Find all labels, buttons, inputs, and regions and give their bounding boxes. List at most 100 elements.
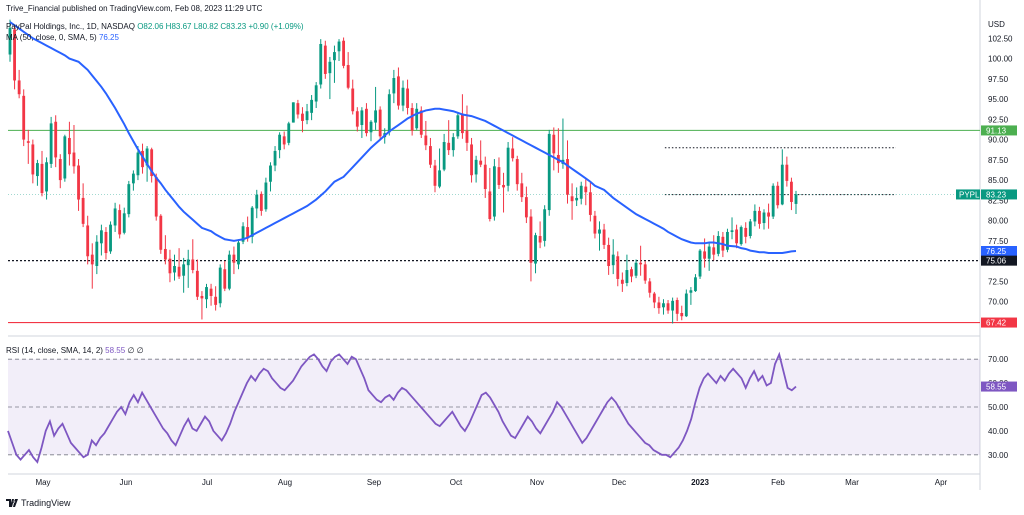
candle-body bbox=[163, 248, 167, 260]
candle-body bbox=[81, 197, 85, 224]
time-axis[interactable]: May Jun Jul Aug Sep Oct Nov Dec 2023 Feb Mar Apr bbox=[8, 473, 980, 487]
candle-body bbox=[456, 115, 460, 137]
rsi-tick-label: 50.00 bbox=[988, 403, 1009, 412]
candle-body bbox=[90, 254, 94, 265]
candle-body bbox=[648, 281, 652, 293]
candle-body bbox=[643, 264, 647, 281]
candle-body bbox=[250, 207, 254, 237]
candle-body bbox=[13, 29, 16, 81]
time-tick-label: Dec bbox=[612, 478, 626, 487]
candle-body bbox=[113, 208, 117, 226]
candle-body bbox=[465, 130, 469, 143]
candle-body bbox=[748, 221, 752, 237]
ma-tag-bg bbox=[981, 246, 1017, 256]
time-tick-label: Jun bbox=[120, 478, 133, 487]
rsi-value: 58.55 bbox=[105, 346, 126, 355]
price-tick-label: 100.00 bbox=[988, 55, 1013, 64]
candle-body bbox=[758, 210, 761, 224]
rsi-tick-label: 40.00 bbox=[988, 427, 1009, 436]
candle-body bbox=[86, 225, 90, 257]
candle-body bbox=[122, 213, 126, 233]
candle-body bbox=[776, 185, 780, 206]
candle-body bbox=[205, 287, 208, 300]
candle-body bbox=[141, 150, 144, 168]
publisher-line: Trive_Financial published on TradingView… bbox=[6, 4, 263, 13]
tradingview-brand[interactable]: TradingView bbox=[6, 498, 71, 508]
candle-body bbox=[58, 159, 62, 181]
price-pane[interactable]: USD70.0072.5075.0077.5080.0082.5085.0087… bbox=[8, 0, 1017, 490]
candle-body bbox=[543, 209, 547, 241]
rsi-legend[interactable]: RSI (14, close, SMA, 14, 2) 58.55 ∅ ∅ bbox=[6, 346, 144, 355]
candle-body bbox=[433, 165, 437, 186]
candle-body bbox=[310, 99, 314, 113]
candle-body bbox=[95, 241, 99, 266]
candle-body bbox=[31, 144, 35, 175]
candle-body bbox=[150, 149, 154, 177]
rsi-extra: ∅ ∅ bbox=[127, 346, 144, 355]
support-dotted-tag: 75.06 bbox=[986, 257, 1007, 266]
candle-body bbox=[369, 121, 373, 133]
support-dotted-tag-bg bbox=[981, 255, 1017, 266]
rsi-tick-label: 30.00 bbox=[988, 451, 1009, 460]
ma-label: MA (50, close, 0, SMA, 5) bbox=[6, 33, 97, 42]
candle-body bbox=[291, 102, 295, 123]
candle-body bbox=[675, 300, 679, 314]
symbol-legend[interactable]: PayPal Holdings, Inc., 1D, NASDAQ O82.06… bbox=[6, 22, 304, 31]
candle-body bbox=[598, 229, 601, 234]
resistance-tag: 91.13 bbox=[986, 126, 1007, 135]
time-tick-label: 2023 bbox=[691, 478, 709, 487]
time-tick-label: Jul bbox=[202, 478, 212, 487]
ma-value: 76.25 bbox=[98, 33, 119, 42]
candle-body bbox=[355, 111, 359, 127]
candle-body bbox=[406, 88, 409, 108]
candle-body bbox=[72, 152, 76, 167]
candle-body bbox=[99, 230, 103, 244]
candle-body bbox=[703, 251, 707, 259]
candle-body bbox=[40, 163, 44, 194]
ohlc-high: H83.67 bbox=[165, 22, 192, 31]
candle-body bbox=[506, 147, 510, 186]
candle-body bbox=[488, 191, 492, 219]
candle-body bbox=[301, 113, 304, 121]
candle-body bbox=[698, 250, 702, 277]
price-tick-label: 87.50 bbox=[988, 156, 1009, 165]
candle-body bbox=[534, 235, 537, 264]
candle-body bbox=[26, 141, 30, 143]
time-tick-label: Feb bbox=[771, 478, 785, 487]
candle-body bbox=[460, 113, 464, 134]
candle-body bbox=[694, 277, 697, 292]
candle-body bbox=[237, 242, 240, 265]
candle-body bbox=[314, 85, 318, 102]
candle-body bbox=[397, 76, 400, 106]
candle-body bbox=[410, 107, 414, 131]
candle-body bbox=[22, 95, 26, 140]
price-tick-label: 85.00 bbox=[988, 176, 1009, 185]
candle-body bbox=[429, 146, 432, 165]
candle-body bbox=[474, 159, 478, 175]
candle-body bbox=[278, 134, 282, 151]
candle-body bbox=[269, 165, 272, 182]
time-tick-label: Oct bbox=[450, 478, 463, 487]
candle-body bbox=[730, 230, 734, 232]
candle-body bbox=[67, 137, 71, 155]
tradingview-logo-icon bbox=[6, 499, 18, 507]
candle-body bbox=[566, 159, 569, 195]
ma-legend[interactable]: MA (50, close, 0, SMA, 5) 76.25 bbox=[6, 33, 119, 42]
candle-body bbox=[186, 259, 190, 266]
candle-body bbox=[173, 265, 176, 273]
ohlc-open: O82.06 bbox=[137, 22, 164, 31]
candle-body bbox=[319, 43, 323, 85]
candle-body bbox=[296, 103, 300, 115]
candle-body bbox=[790, 181, 793, 202]
resistance-tag-bg bbox=[981, 125, 1017, 136]
candle-body bbox=[794, 194, 798, 204]
candle-body bbox=[227, 254, 231, 289]
candle-body bbox=[63, 136, 67, 179]
candle-body bbox=[223, 269, 227, 289]
symbol-title: PayPal Holdings, Inc., 1D, NASDAQ bbox=[6, 22, 135, 31]
candle-body bbox=[593, 215, 597, 234]
candle-body bbox=[360, 110, 364, 126]
rsi-tag: 58.55 bbox=[986, 383, 1007, 392]
